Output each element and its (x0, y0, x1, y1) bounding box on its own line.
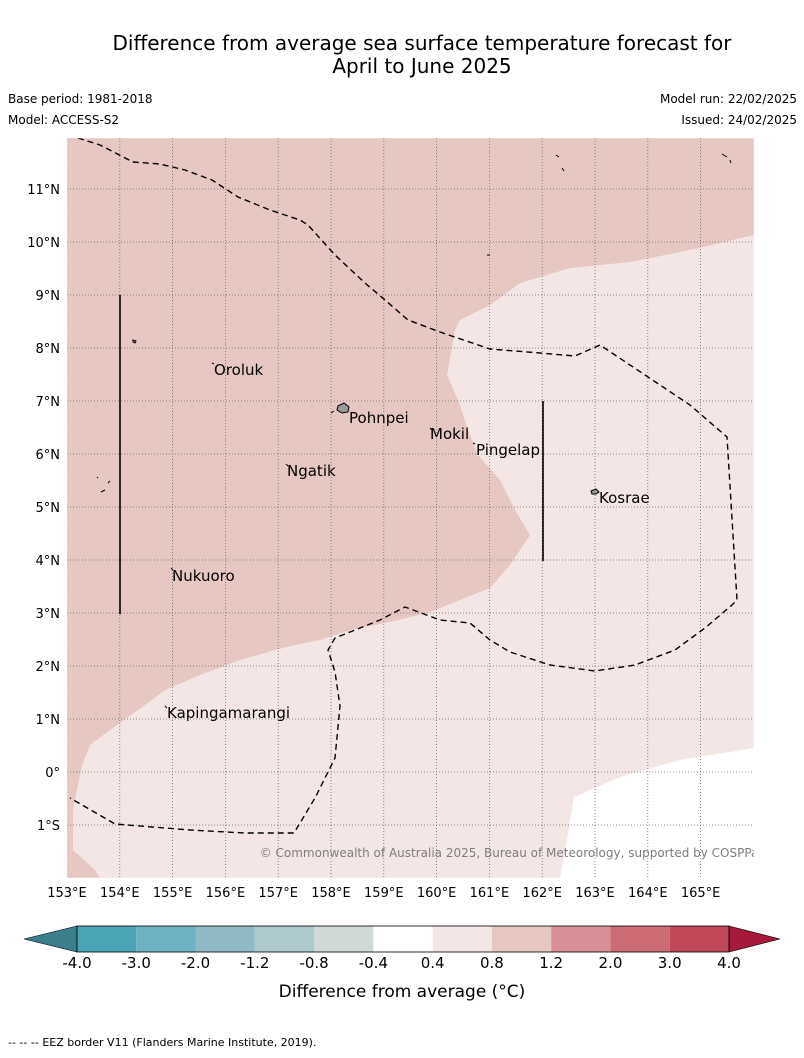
place-label-kosrae: Kosrae (599, 489, 650, 507)
colorbar-segment (195, 926, 255, 952)
base-period: Base period: 1981-2018 (8, 92, 153, 106)
pohnpei-island-icon (336, 402, 350, 414)
colorbar-segment (669, 926, 729, 952)
title-line-1: Difference from average sea surface temp… (112, 31, 732, 55)
model-name: Model: ACCESS-S2 (8, 113, 120, 127)
place-labels: Oroluk Pohnpei Mokil Pingelap Ngatik Kos… (167, 361, 650, 722)
plot-frame (66, 137, 755, 879)
eez-line-north (69, 138, 738, 834)
lat-tick-label: 7°N (36, 395, 61, 410)
kosrae-island-icon (590, 488, 600, 495)
lat-tick-label: 4°N (36, 554, 61, 569)
colorbar-segment (610, 926, 670, 952)
graticule (67, 138, 754, 878)
lon-tick-label: 156°E (206, 886, 246, 901)
latitude-axis: 11°N 10°N 9°N 8°N 7°N 6°N 5°N 4°N 3°N 2°N 1°N 0° 1°S (27, 183, 60, 834)
colorbar (23, 925, 781, 953)
colorbar-tick-label: 0.8 (480, 954, 504, 972)
lat-tick-label: 11°N (27, 183, 60, 198)
lon-tick-label: 154°E (100, 886, 140, 901)
place-label-ngatik: Ngatik (287, 462, 336, 480)
longitude-axis: 153°E 154°E 155°E 156°E 157°E 158°E 159°E 160°E… (47, 886, 720, 901)
model-run: Model run: 22/02/2025 (659, 92, 797, 106)
colorbar-tick-label: -1.2 (240, 954, 269, 972)
lon-tick-label: 158°E (311, 886, 351, 901)
colorbar-segment (254, 926, 315, 952)
colorbar-ticks: -4.0 -3.0 -2.0 -1.2 -0.8 -0.4 0.4 0.8 1.2 2.0 3.0 4… (62, 954, 741, 972)
north-reef-icon (487, 153, 732, 256)
eez-legend-text: EEZ border V11 (Flanders Marine Institut… (42, 1036, 317, 1049)
place-label-oroluk: Oroluk (214, 361, 263, 379)
lat-tick-label: 10°N (27, 236, 60, 251)
colorbar-tick-label: 0.4 (421, 954, 445, 972)
colorbar-high-extend (728, 925, 781, 953)
colorbar-tick-label: 1.2 (539, 954, 563, 972)
lat-tick-label: 1°N (36, 713, 61, 728)
colorbar-segment (491, 926, 552, 952)
lat-tick-label: 3°N (36, 607, 61, 622)
lon-tick-label: 162°E (522, 886, 562, 901)
colorbar-segment (77, 926, 137, 952)
colorbar-tick-label: -0.8 (299, 954, 328, 972)
lon-tick-label: 164°E (628, 886, 668, 901)
title-line-2: April to June 2025 (332, 54, 512, 78)
lon-tick-label: 157°E (258, 886, 298, 901)
colorbar-tick-label: 4.0 (717, 954, 741, 972)
colorbar-tick-label: -0.4 (359, 954, 388, 972)
lat-tick-label: 0° (45, 766, 60, 781)
pingelap-atoll-icon (472, 442, 476, 445)
issued-date: Issued: 24/02/2025 (681, 113, 797, 127)
anomaly-band-0-8-1-2 (67, 138, 754, 878)
colorbar-tick-label: 2.0 (599, 954, 623, 972)
place-label-mokil: Mokil (430, 425, 469, 443)
colorbar-frame (76, 925, 730, 953)
colorbar-segment (373, 926, 433, 952)
lat-tick-label: 2°N (36, 660, 61, 675)
eez-border (69, 138, 738, 834)
eez-legend-symbol: -- -- -- (8, 1036, 39, 1049)
lon-tick-label: 160°E (417, 886, 457, 901)
map-plot-area: Oroluk Pohnpei Mokil Pingelap Ngatik Kos… (67, 138, 765, 878)
kapinga-atoll-icon (164, 705, 168, 709)
west-reef-icon (96, 476, 111, 493)
colorbar-segment (432, 926, 492, 952)
colorbar-tick-label: -3.0 (122, 954, 151, 972)
lon-tick-label: 163°E (575, 886, 615, 901)
lat-tick-label: 9°N (36, 289, 61, 304)
lat-tick-label: 6°N (36, 448, 61, 463)
mokil-atoll-icon (429, 427, 433, 431)
lon-tick-label: 165°E (681, 886, 721, 901)
nukuoro-atoll-icon (170, 567, 174, 571)
colorbar-segment (136, 926, 196, 952)
footer-legend: -- -- -- EEZ border V11 (Flanders Marine… (8, 1036, 316, 1049)
copyright-note: © Commonwealth of Australia 2025, Bureau… (260, 846, 765, 860)
lat-tick-label: 1°S (37, 819, 60, 834)
islands (96, 153, 732, 709)
lat-tick-label: 5°N (36, 501, 61, 516)
small-island-icon (132, 339, 137, 344)
place-label-pohnpei: Pohnpei (349, 409, 409, 427)
colorbar-low-extend (23, 925, 78, 953)
anomaly-band-neutral (560, 748, 754, 878)
colorbar-tick-label: -4.0 (62, 954, 91, 972)
atoll-mark-icon (330, 410, 335, 414)
colorbar-tick-label: -2.0 (181, 954, 210, 972)
oroluk-atoll-icon (211, 362, 215, 365)
lon-tick-label: 159°E (364, 886, 404, 901)
lon-tick-label: 161°E (470, 886, 510, 901)
place-label-nukuoro: Nukuoro (172, 567, 235, 585)
lon-tick-label: 155°E (153, 886, 193, 901)
colorbar-segment (314, 926, 374, 952)
forecast-map: Oroluk Pohnpei Mokil Pingelap Ngatik Kos… (23, 137, 781, 1002)
map-title: Difference from average sea surface temp… (60, 32, 784, 78)
ngatik-atoll-icon (285, 463, 289, 467)
lat-tick-label: 8°N (36, 342, 61, 357)
place-label-pingelap: Pingelap (476, 441, 540, 459)
place-label-kapingamarangi: Kapingamarangi (167, 704, 290, 722)
lon-tick-label: 153°E (47, 886, 87, 901)
colorbar-segment (551, 926, 611, 952)
colorbar-label: Difference from average (°C) (279, 982, 526, 1002)
colorbar-tick-label: 3.0 (658, 954, 682, 972)
